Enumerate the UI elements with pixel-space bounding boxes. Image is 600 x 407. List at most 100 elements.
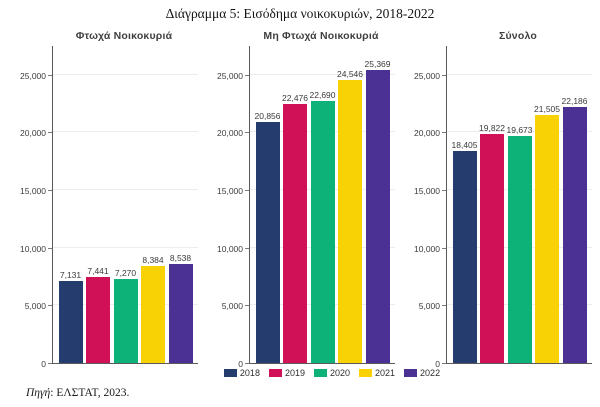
bar-value-label: 19,822 bbox=[479, 123, 505, 133]
legend-item: 2021 bbox=[359, 368, 395, 378]
tick-mark bbox=[245, 305, 249, 306]
legend-swatch bbox=[223, 369, 237, 377]
y-axis: 0 5,000 10,000 15,000 20,000 25,000 bbox=[10, 46, 52, 369]
legend-swatch bbox=[313, 369, 327, 377]
legend-label: 2019 bbox=[284, 368, 305, 378]
bar: 7,131 bbox=[58, 270, 83, 363]
bar-value-label: 25,369 bbox=[364, 59, 391, 69]
bar: 21,505 bbox=[534, 104, 560, 363]
tick-mark bbox=[245, 132, 249, 133]
tick-mark bbox=[48, 248, 52, 249]
tick-mark bbox=[48, 132, 52, 133]
y-tick-label: 10,000 bbox=[20, 244, 46, 254]
chart-panel: Σύνολο 0 5,000 10,000 15,000 20,000 25,000 18,4… bbox=[404, 30, 592, 369]
bar: 7,441 bbox=[86, 266, 110, 363]
tick-mark bbox=[442, 305, 446, 306]
bar: 24,546 bbox=[337, 69, 363, 363]
plot-area: 18,405 19,822 19,673 21,505 22,186 bbox=[446, 46, 592, 364]
bar-value-label: 7,441 bbox=[87, 266, 109, 276]
chart-panel: Φτωχά Νοικοκυριά 0 5,000 10,000 15,000 20,000… bbox=[10, 30, 198, 369]
y-axis: 0 5,000 10,000 15,000 20,000 25,000 bbox=[207, 46, 249, 369]
bar: 22,690 bbox=[310, 90, 336, 363]
tick-mark bbox=[245, 190, 249, 191]
gridline bbox=[53, 189, 198, 190]
tick-mark bbox=[48, 190, 52, 191]
y-tick-label: 10,000 bbox=[414, 244, 440, 254]
y-tick-label: 10,000 bbox=[217, 244, 243, 254]
plot-area: 20,856 22,476 22,690 24,546 25,369 bbox=[249, 46, 395, 364]
tick-mark bbox=[48, 305, 52, 306]
tick-mark bbox=[442, 132, 446, 133]
chart-panel: Μη Φτωχά Νοικοκυριά 0 5,000 10,000 15,000 20,… bbox=[207, 30, 395, 369]
bar-value-label: 22,690 bbox=[309, 90, 336, 100]
gridline bbox=[447, 74, 592, 75]
gridline bbox=[250, 74, 395, 75]
panel-title: Σύνολο bbox=[499, 30, 537, 42]
panels: Φτωχά Νοικοκυριά 0 5,000 10,000 15,000 20,000… bbox=[0, 22, 600, 369]
bar: 25,369 bbox=[365, 59, 391, 363]
bar: 20,856 bbox=[255, 111, 281, 363]
panel-title: Μη Φτωχά Νοικοκυριά bbox=[263, 30, 379, 42]
y-tick-label: 15,000 bbox=[217, 186, 243, 196]
bar-value-label: 18,405 bbox=[451, 140, 478, 150]
bar: 22,186 bbox=[562, 96, 588, 363]
tick-mark bbox=[442, 75, 446, 76]
legend-item: 2019 bbox=[268, 368, 305, 378]
bar: 7,270 bbox=[113, 268, 138, 363]
y-tick-label: 15,000 bbox=[20, 186, 46, 196]
y-tick-label: 20,000 bbox=[217, 128, 243, 138]
bar: 8,384 bbox=[141, 255, 165, 363]
bar-value-label: 24,546 bbox=[337, 69, 363, 79]
bar: 18,405 bbox=[452, 140, 478, 363]
bar: 19,822 bbox=[479, 123, 505, 363]
legend-label: 2018 bbox=[239, 368, 260, 378]
gridline bbox=[447, 131, 592, 132]
legend-swatch bbox=[404, 369, 418, 377]
y-tick-label: 0 bbox=[41, 359, 46, 369]
y-tick-label: 20,000 bbox=[414, 128, 440, 138]
gridline bbox=[53, 247, 198, 248]
bar-value-label: 8,384 bbox=[142, 255, 164, 265]
y-tick-label: 25,000 bbox=[20, 71, 46, 81]
legend-swatch bbox=[268, 369, 282, 377]
bar: 19,673 bbox=[507, 125, 533, 363]
legend-label: 2022 bbox=[420, 368, 441, 378]
y-tick-label: 0 bbox=[435, 359, 440, 369]
y-tick-label: 20,000 bbox=[20, 128, 46, 138]
source-note: Πηγή: ΕΛΣΤΑΤ, 2023. bbox=[26, 387, 129, 399]
y-tick-label: 15,000 bbox=[414, 186, 440, 196]
tick-mark bbox=[48, 363, 52, 364]
tick-mark bbox=[245, 248, 249, 249]
source-text: : ΕΛΣΤΑΤ, 2023. bbox=[50, 387, 130, 399]
gridline bbox=[53, 131, 198, 132]
y-tick-label: 25,000 bbox=[217, 71, 243, 81]
bar-value-label: 20,856 bbox=[254, 111, 281, 121]
panel-title: Φτωχά Νοικοκυριά bbox=[75, 30, 173, 42]
legend-label: 2021 bbox=[375, 368, 396, 378]
tick-mark bbox=[245, 363, 249, 364]
y-axis: 0 5,000 10,000 15,000 20,000 25,000 bbox=[404, 46, 446, 369]
bar-value-label: 8,538 bbox=[169, 253, 192, 263]
legend-item: 2022 bbox=[404, 368, 440, 378]
page-title: Διάγραμμα 5: Εισόδημα νοικοκυριών, 2018-… bbox=[165, 6, 435, 21]
legend-item: 2020 bbox=[313, 368, 351, 378]
tick-mark bbox=[245, 75, 249, 76]
y-tick-label: 5,000 bbox=[418, 301, 440, 311]
legend: 2018 2019 2020 2021 2022 bbox=[64, 368, 600, 378]
legend-item: 2018 bbox=[223, 368, 260, 378]
tick-mark bbox=[442, 363, 446, 364]
tick-mark bbox=[442, 248, 446, 249]
bar-value-label: 7,270 bbox=[114, 268, 137, 278]
y-tick-label: 5,000 bbox=[221, 301, 243, 311]
bar: 8,538 bbox=[168, 253, 193, 363]
legend-label: 2020 bbox=[329, 368, 351, 378]
bar-value-label: 7,131 bbox=[59, 270, 82, 280]
bar-value-label: 19,673 bbox=[506, 125, 533, 135]
source-prefix: Πηγή bbox=[26, 387, 51, 399]
bar-value-label: 22,186 bbox=[561, 96, 588, 106]
bar-value-label: 22,476 bbox=[282, 93, 308, 103]
y-tick-label: 25,000 bbox=[414, 71, 440, 81]
bar-value-label: 21,505 bbox=[534, 104, 560, 114]
y-tick-label: 0 bbox=[238, 359, 243, 369]
